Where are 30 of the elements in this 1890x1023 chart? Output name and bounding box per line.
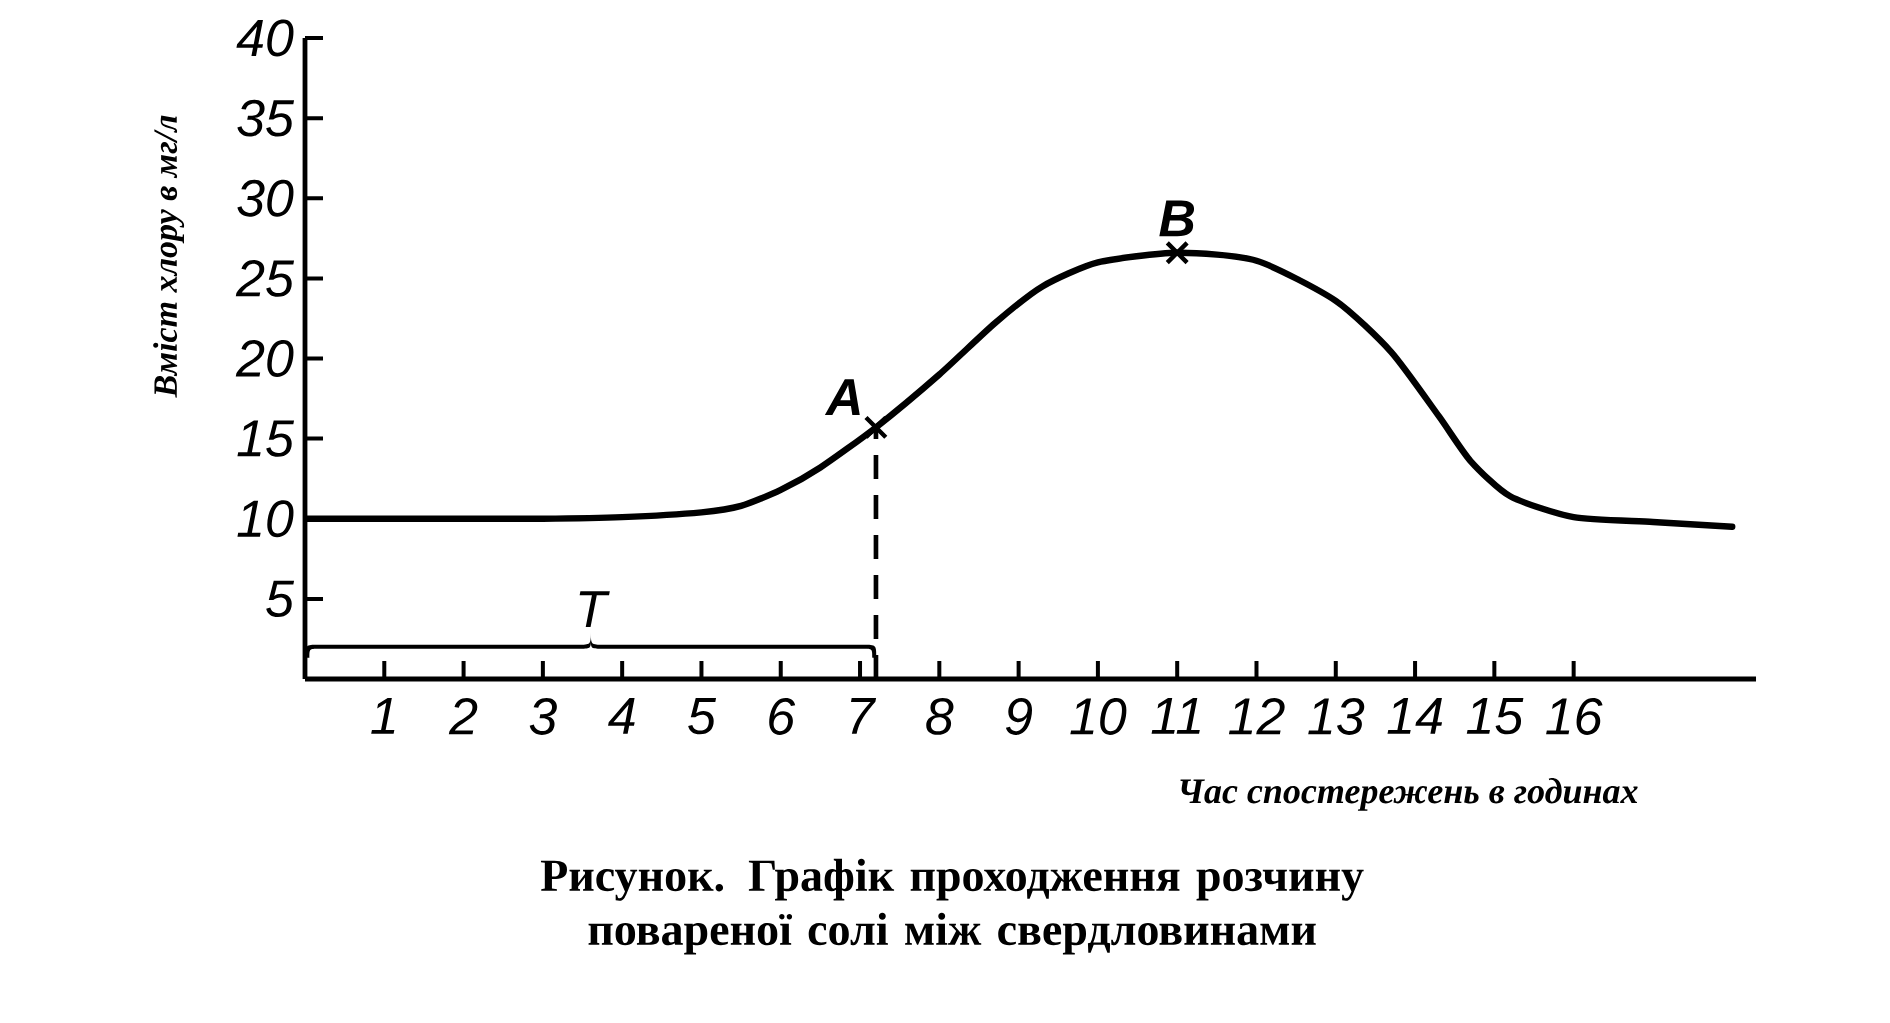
annotation: B [1159, 200, 1195, 237]
x-tick-label: 8 [926, 698, 954, 735]
x-tick-label: 16 [1546, 698, 1603, 735]
y-tick-label: 15 [237, 420, 295, 457]
x-tick-label: 2 [448, 698, 478, 735]
text: Рисунок. Графік проходження розчину повареної солі між свердловинами [540, 858, 1364, 955]
annotation: A [824, 379, 860, 416]
x-tick-label: 4 [608, 698, 635, 734]
y-tick-label: 40 [236, 19, 294, 57]
x-tick-label: 10 [1070, 698, 1127, 735]
x-tick-label: 3 [529, 698, 557, 735]
y-tick-label: 25 [235, 259, 295, 297]
annotation: T [579, 591, 610, 627]
x-axis-title: Час спостережень в годинах [1180, 778, 1638, 811]
x-tick-label: 1 [371, 698, 395, 734]
x-tick-label: 15 [1466, 698, 1524, 735]
y-tick-label: 10 [237, 500, 294, 538]
x-tick-label: 11 [1151, 698, 1200, 734]
x-tick-label: 5 [688, 698, 717, 735]
x-tick-label: 12 [1228, 698, 1285, 735]
x-tick-label: 6 [769, 698, 796, 735]
y-tick-label: 30 [237, 179, 294, 217]
x-tick-label: 14 [1387, 698, 1443, 734]
y-tick-label: 5 [266, 580, 295, 618]
x-tick-label: 9 [1005, 698, 1033, 735]
y-tick-label: 20 [235, 340, 294, 377]
x-tick-label: 7 [850, 698, 877, 734]
y-axis-title: Вміст хлору в мг/л [153, 115, 185, 398]
x-tick-label: 13 [1308, 698, 1365, 735]
y-tick-label: 35 [237, 99, 295, 137]
